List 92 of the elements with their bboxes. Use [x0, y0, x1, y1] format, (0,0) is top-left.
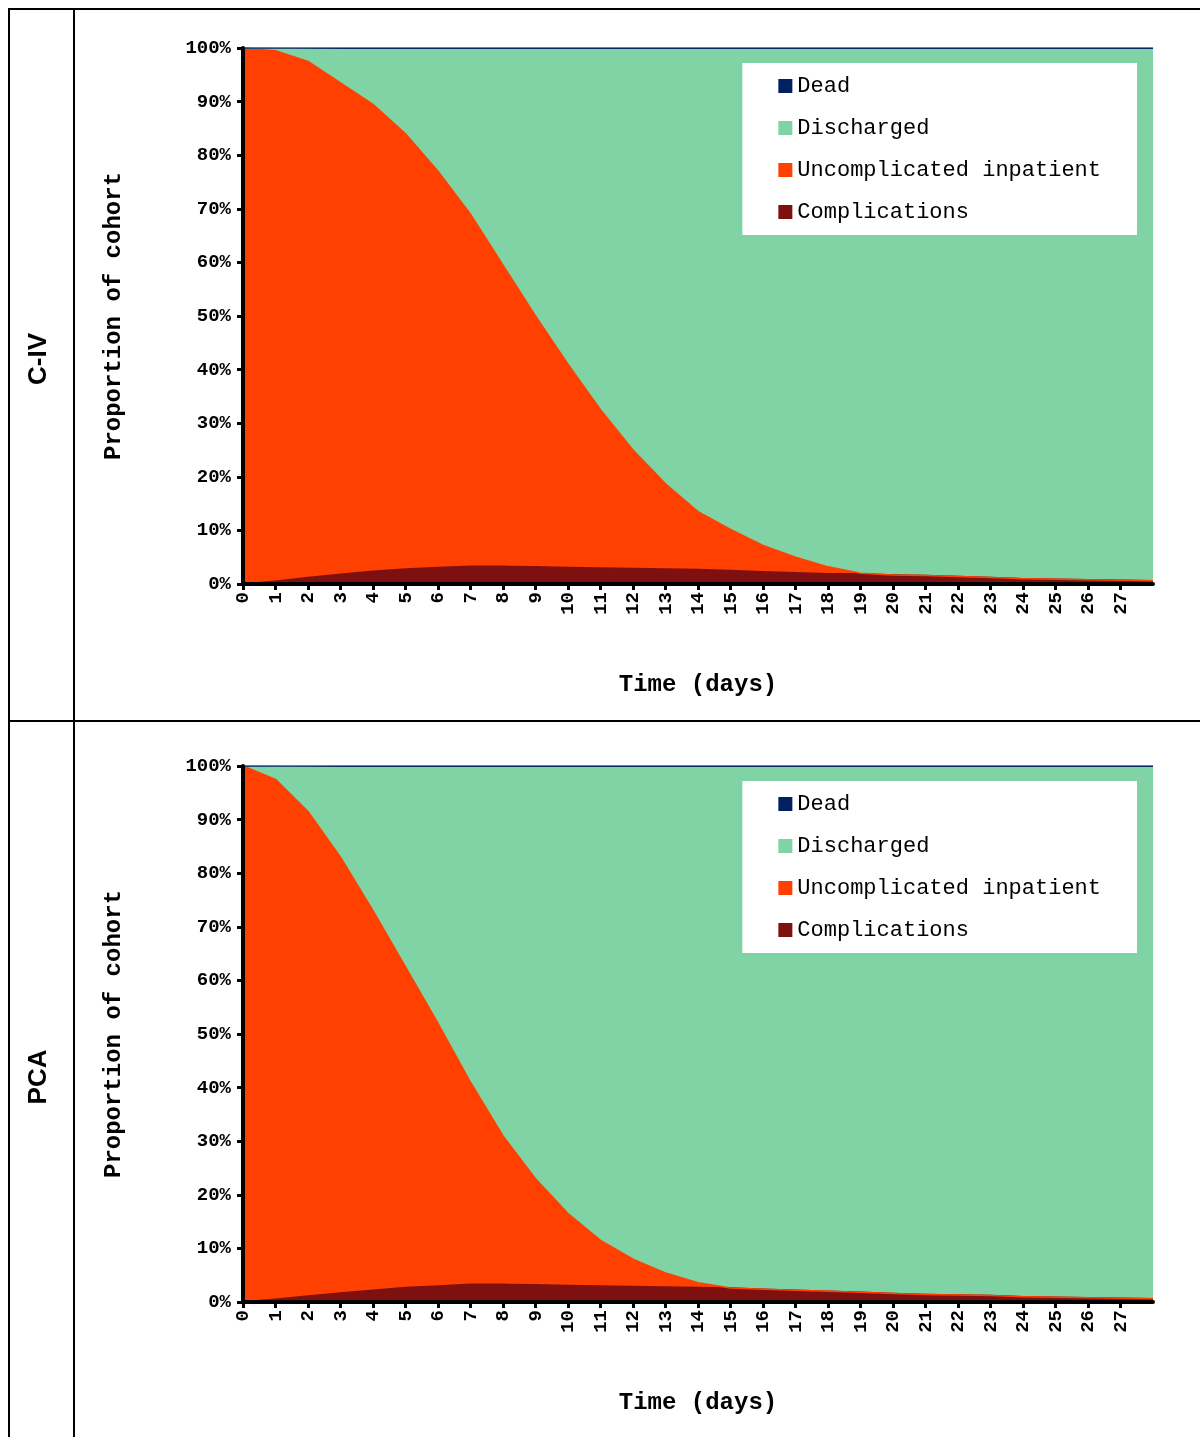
x-tick-label: 15	[719, 1310, 742, 1333]
y-tick-label: 100%	[185, 755, 232, 777]
x-tick-label: 13	[654, 592, 677, 615]
y-axis-title: Proportion of cohort	[99, 889, 127, 1179]
x-tick-label: 1	[264, 1310, 287, 1322]
x-tick-label: 2	[297, 592, 319, 604]
legend-label: Complications	[797, 199, 969, 225]
x-tick-label: 9	[524, 1310, 547, 1322]
x-tick-label: 21	[914, 592, 937, 615]
y-tick-label: 60%	[196, 969, 232, 992]
legend-label: Complications	[797, 917, 969, 943]
x-tick-label: 0	[232, 592, 254, 604]
y-tick-label: 90%	[196, 90, 232, 113]
x-tick-label: 3	[329, 1310, 352, 1322]
x-tick-label: 9	[524, 592, 547, 604]
y-tick-label: 90%	[196, 808, 232, 831]
y-tick-label: 80%	[196, 862, 232, 885]
y-tick-label: 30%	[196, 412, 232, 435]
x-tick-label: 4	[362, 1310, 384, 1322]
x-tick-label: 17	[784, 592, 807, 615]
y-tick-label: 0%	[208, 573, 232, 595]
x-tick-label: 0	[232, 1310, 254, 1322]
text: C-IV	[22, 332, 52, 385]
y-tick-label: 80%	[196, 144, 232, 167]
y-tick-label: 20%	[196, 1183, 232, 1206]
x-tick-label: 10	[557, 592, 579, 615]
x-tick-label: 13	[654, 1310, 677, 1333]
x-tick-label: 15	[719, 592, 742, 615]
y-tick-label: 10%	[196, 519, 232, 542]
x-tick-label: 27	[1109, 592, 1132, 615]
legend-label: Discharged	[797, 115, 930, 141]
y-tick-label: 70%	[196, 915, 232, 938]
x-tick-label: 8	[492, 592, 514, 604]
x-tick-label: 26	[1077, 592, 1099, 615]
x-tick-label: 25	[1044, 592, 1067, 615]
x-tick-label: 26	[1077, 1310, 1099, 1333]
x-tick-label: 20	[882, 592, 904, 615]
x-tick-label: 22	[947, 1310, 969, 1333]
x-tick-label: 3	[329, 592, 352, 604]
legend-label: Dead	[797, 73, 851, 99]
x-tick-label: 6	[427, 1310, 449, 1322]
x-tick-label: 18	[817, 592, 839, 615]
legend-label: Discharged	[797, 833, 930, 859]
x-tick-label: 25	[1044, 1310, 1067, 1333]
x-tick-label: 24	[1012, 1310, 1034, 1333]
y-tick-label: 10%	[196, 1237, 232, 1260]
x-tick-label: 14	[687, 1310, 709, 1333]
x-tick-label: 7	[459, 592, 482, 604]
y-tick-label: 20%	[196, 465, 232, 488]
x-tick-label: 27	[1109, 1310, 1132, 1333]
y-tick-label: 50%	[196, 305, 232, 327]
x-tick-label: 17	[784, 1310, 807, 1333]
x-tick-label: 5	[394, 1310, 417, 1322]
x-tick-label: 24	[1012, 592, 1034, 615]
x-tick-label: 2	[297, 1310, 319, 1322]
x-tick-label: 19	[849, 592, 872, 615]
x-tick-label: 21	[914, 1310, 937, 1333]
legend-label: Uncomplicated inpatient	[797, 875, 1102, 901]
y-tick-label: 40%	[196, 358, 232, 381]
y-tick-label: 100%	[185, 37, 232, 59]
y-axis-title: Proportion of cohort	[99, 171, 127, 461]
x-axis-title: Time (days)	[618, 670, 778, 698]
x-tick-label: 12	[622, 1310, 644, 1333]
x-tick-label: 12	[622, 592, 644, 615]
x-tick-label: 4	[362, 592, 384, 604]
x-tick-label: 16	[752, 592, 774, 615]
x-tick-label: 5	[394, 592, 417, 604]
y-tick-label: 40%	[196, 1076, 232, 1099]
x-tick-label: 18	[817, 1310, 839, 1333]
x-tick-label: 7	[459, 1310, 482, 1322]
y-tick-label: 50%	[196, 1023, 232, 1045]
x-tick-label: 16	[752, 1310, 774, 1333]
y-tick-label: 60%	[196, 251, 232, 274]
x-tick-label: 10	[557, 1310, 579, 1333]
legend-label: Dead	[797, 791, 851, 817]
x-tick-label: 6	[427, 592, 449, 604]
text: PCA	[22, 1049, 52, 1105]
x-tick-label: 23	[979, 1310, 1002, 1333]
x-axis-title: Time (days)	[618, 1388, 778, 1416]
x-tick-label: 11	[589, 1310, 612, 1333]
y-tick-label: 0%	[208, 1291, 232, 1313]
x-tick-label: 8	[492, 1310, 514, 1322]
legend-label: Uncomplicated inpatient	[797, 157, 1102, 183]
x-tick-label: 22	[947, 592, 969, 615]
x-tick-label: 19	[849, 1310, 872, 1333]
x-tick-label: 11	[589, 592, 612, 615]
x-tick-label: 20	[882, 1310, 904, 1333]
x-tick-label: 1	[264, 592, 287, 604]
y-tick-label: 30%	[196, 1130, 232, 1153]
x-tick-label: 14	[687, 592, 709, 615]
y-tick-label: 70%	[196, 197, 232, 220]
x-tick-label: 23	[979, 592, 1002, 615]
